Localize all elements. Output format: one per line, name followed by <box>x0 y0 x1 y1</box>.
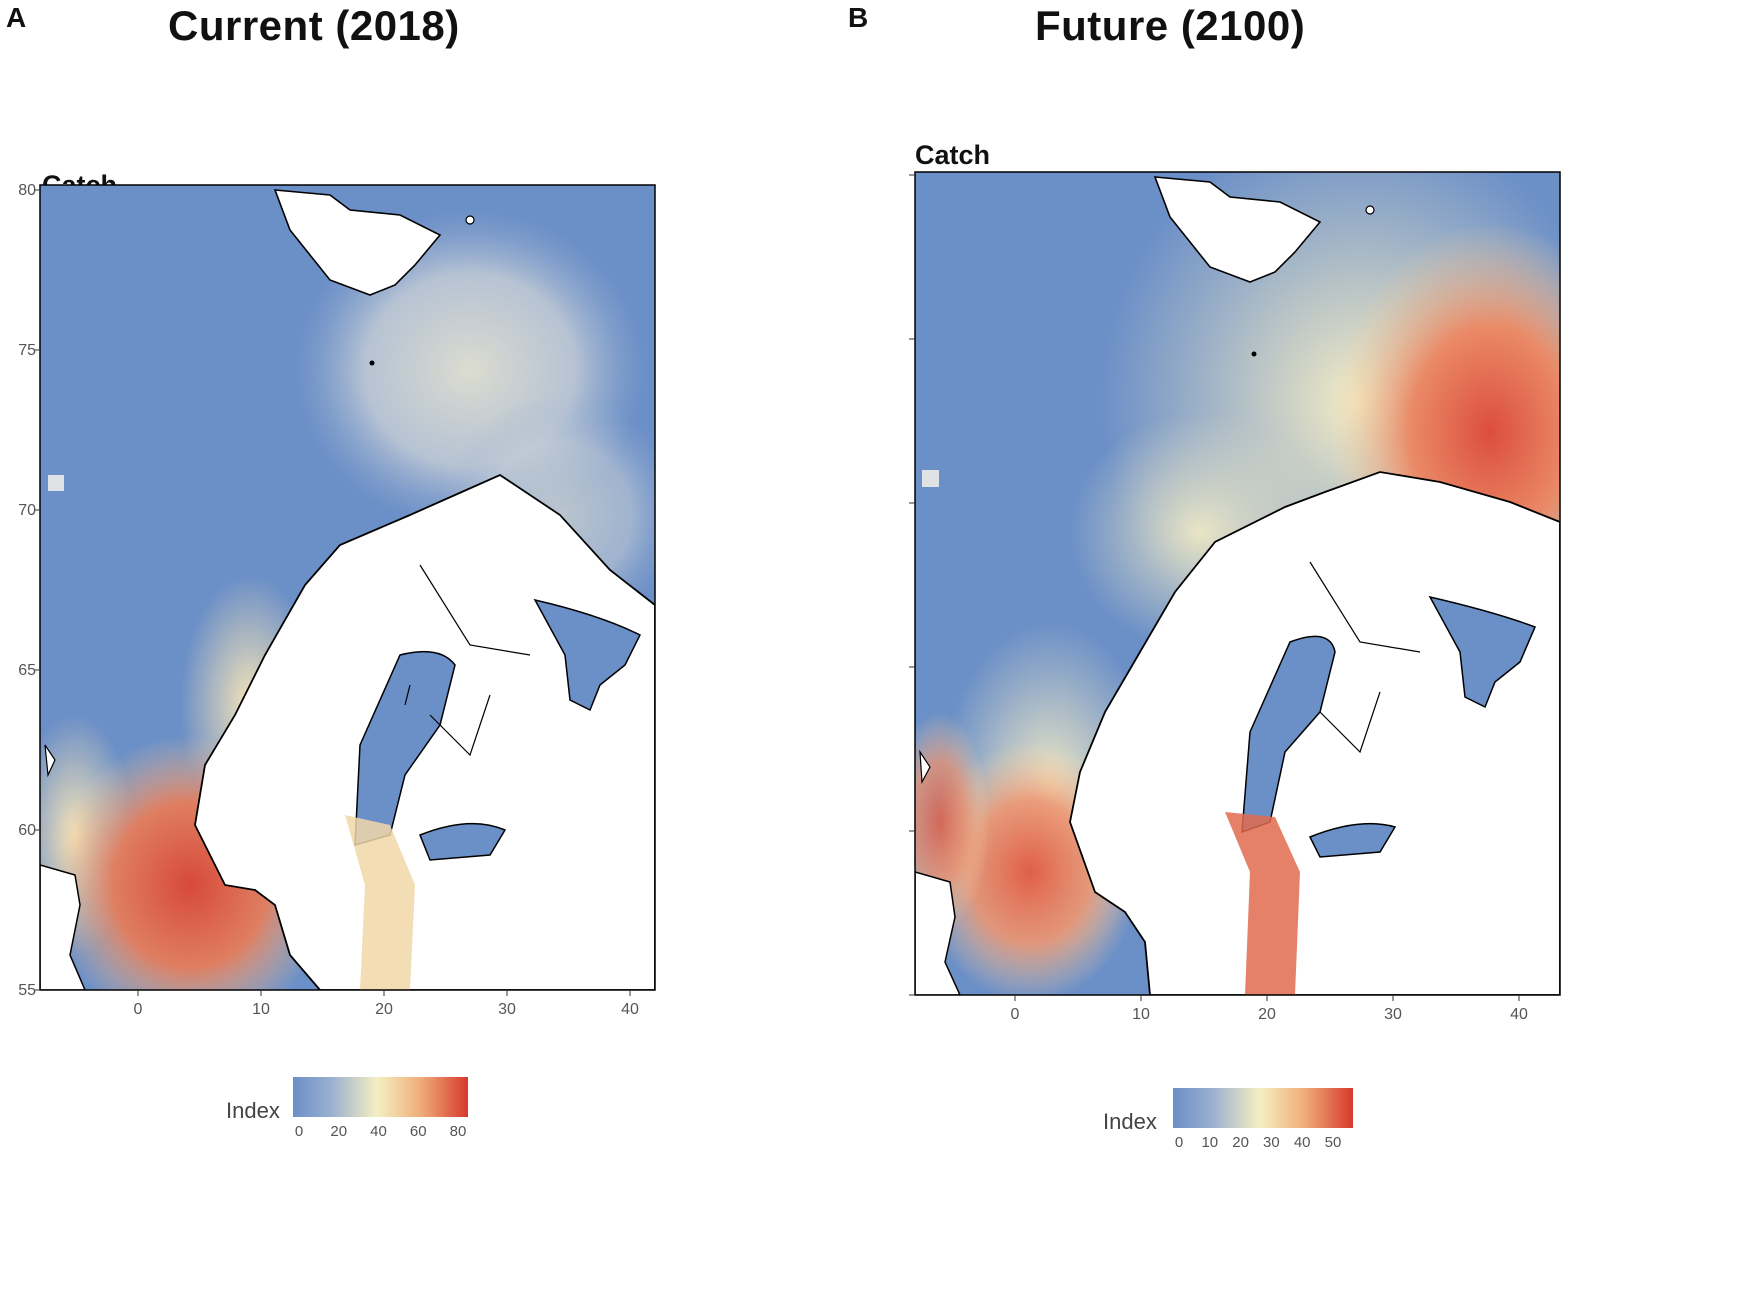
legend-tick-label: 60 <box>409 1123 427 1140</box>
x-tick-label: 10 <box>252 1001 270 1018</box>
x-tick-label: 0 <box>1011 1006 1020 1023</box>
x-tick-label: 40 <box>1510 1006 1528 1023</box>
x-tick-label: 10 <box>1132 1006 1150 1023</box>
legend-tick-label: 80 <box>449 1123 467 1140</box>
legend-tick-label: 40 <box>1293 1134 1311 1151</box>
legend-tick-label: 0 <box>1174 1134 1184 1151</box>
y-tick-label: 65 <box>18 662 36 679</box>
y-tick-label: 75 <box>18 342 36 359</box>
x-tick-label: 0 <box>134 1001 143 1018</box>
legend-tick-label: 40 <box>370 1123 387 1140</box>
y-tick-label: 80 <box>18 182 36 199</box>
panel-a-letter: A <box>6 2 27 33</box>
legend-tick-label: 30 <box>1263 1134 1280 1151</box>
y-tick-label: 70 <box>18 502 36 519</box>
panel-b-map-title: Catch <box>915 140 991 170</box>
panel-b-title: Future (2100) <box>1035 2 1306 49</box>
x-tick-label: 20 <box>1258 1006 1276 1023</box>
y-tick-label: 60 <box>18 822 36 839</box>
x-tick-label: 40 <box>621 1001 639 1018</box>
panel-a-map: 0 10 20 30 40 55 60 65 70 75 80 <box>18 182 656 1018</box>
panel-a-legend-title: Index <box>226 1098 280 1123</box>
legend-tick-label: 10 <box>1201 1134 1219 1151</box>
x-tick-label: 20 <box>375 1001 393 1018</box>
panel-b-legend-title: Index <box>1103 1109 1157 1134</box>
x-tick-label: 30 <box>1384 1006 1402 1023</box>
y-tick-label: 55 <box>18 982 36 999</box>
panel-b-letter: B <box>848 2 869 33</box>
legend-tick-label: 20 <box>330 1123 348 1140</box>
panel-b-colorbar <box>1173 1088 1353 1128</box>
legend-tick-label: 50 <box>1324 1134 1342 1151</box>
panel-a-colorbar <box>293 1077 468 1117</box>
x-tick-label: 30 <box>498 1001 516 1018</box>
panel-a-title: Current (2018) <box>168 2 460 49</box>
legend-tick-label: 0 <box>294 1123 304 1140</box>
legend-tick-label: 20 <box>1232 1134 1249 1151</box>
panel-b-map: 0 10 20 30 40 <box>909 171 1561 1023</box>
